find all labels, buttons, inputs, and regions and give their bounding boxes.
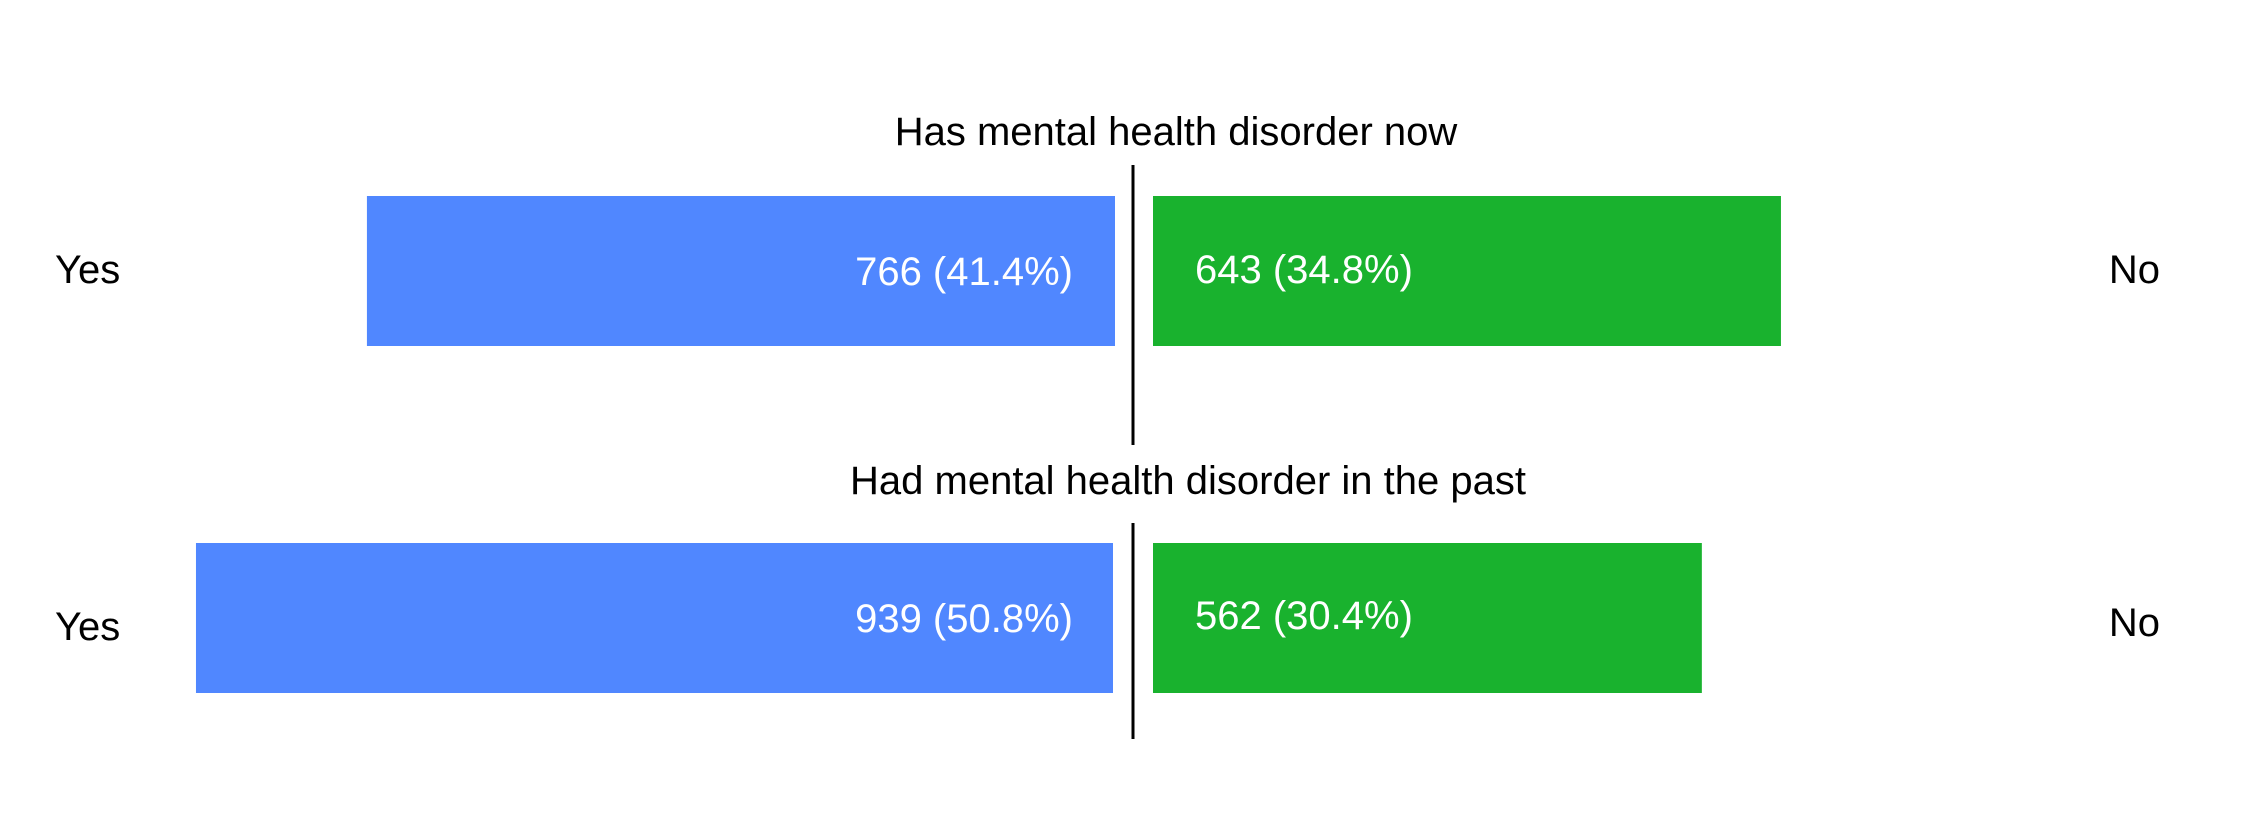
left-bar <box>195 543 1113 693</box>
right-category-label: No <box>2109 248 2160 292</box>
panel-title: Has mental health disorder now <box>895 110 1458 154</box>
left-bar-value-label: 939 (50.8%) <box>855 597 1073 641</box>
left-category-label: Yes <box>55 605 120 649</box>
right-bar-value-label: 562 (30.4%) <box>1195 594 1413 638</box>
left-bar <box>366 196 1115 346</box>
panel-title: Had mental health disorder in the past <box>850 459 1526 503</box>
left-bar-value-label: 766 (41.4%) <box>855 250 1073 294</box>
right-bar <box>1153 196 1781 346</box>
left-category-label: Yes <box>55 248 120 292</box>
right-bar-value-label: 643 (34.8%) <box>1195 248 1413 292</box>
right-bar <box>1153 543 1702 693</box>
right-category-label: No <box>2109 601 2160 645</box>
